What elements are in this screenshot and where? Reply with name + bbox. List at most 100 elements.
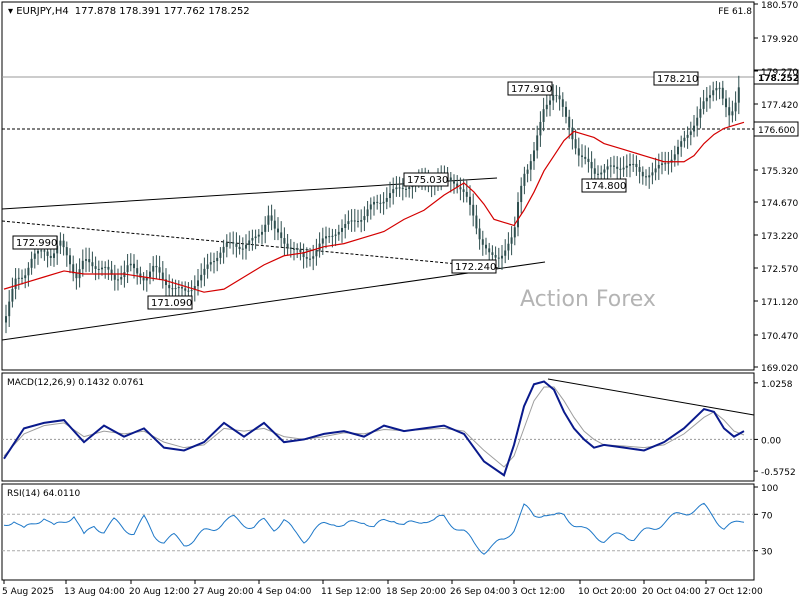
- candle: [565, 101, 567, 124]
- candle-body: [104, 266, 107, 268]
- candle: [721, 80, 724, 106]
- candle-body: [193, 286, 196, 291]
- macd-tick-label: 0.00: [761, 436, 781, 446]
- candle: [395, 176, 398, 197]
- candle: [353, 208, 356, 232]
- candle-body: [321, 238, 324, 244]
- candle: [737, 75, 740, 115]
- candle-body: [488, 248, 491, 253]
- candle-body: [200, 274, 203, 281]
- candle-body: [350, 220, 353, 222]
- time-tick-label: 27 Aug 20:00: [193, 587, 254, 597]
- price-annotation: 172.240: [451, 259, 497, 274]
- candle-body: [558, 95, 561, 100]
- candle-body: [581, 155, 583, 157]
- candle-body: [225, 242, 228, 247]
- candle-body: [40, 250, 43, 252]
- candle: [222, 239, 225, 264]
- candle: [75, 263, 78, 290]
- candle: [267, 205, 270, 232]
- candle-body: [62, 240, 65, 248]
- annotation-box: [147, 295, 193, 310]
- annotation-label: 172.240: [455, 262, 496, 273]
- candle-body: [229, 242, 231, 244]
- candle-body: [312, 256, 315, 259]
- candle: [136, 259, 139, 285]
- candle-body: [149, 271, 151, 278]
- candle-body: [360, 220, 363, 222]
- candle-body: [283, 238, 286, 244]
- candle: [251, 229, 254, 251]
- candle-body: [117, 279, 119, 281]
- candle-body: [401, 187, 404, 189]
- candle-body: [453, 181, 455, 184]
- candle-body: [715, 88, 718, 91]
- candle-body: [155, 265, 158, 268]
- candle-body: [328, 236, 331, 238]
- candle: [459, 177, 462, 201]
- candle-body: [625, 165, 628, 168]
- candle: [702, 89, 705, 115]
- candle: [379, 194, 382, 214]
- candle-body: [520, 185, 523, 203]
- candle-body: [664, 163, 667, 165]
- candle-body: [680, 141, 683, 147]
- candle-body: [661, 163, 663, 165]
- candle: [542, 97, 545, 132]
- candle: [241, 237, 244, 260]
- dropdown-icon[interactable]: ▾: [8, 6, 16, 17]
- candle-body: [81, 260, 84, 270]
- candle: [312, 244, 315, 271]
- candle: [478, 218, 481, 250]
- candle-body: [552, 94, 555, 101]
- candle-body: [606, 166, 609, 170]
- candle-body: [654, 168, 657, 173]
- candle-body: [536, 135, 539, 151]
- candle-body: [517, 202, 519, 228]
- candle-body: [280, 232, 283, 239]
- price-annotation: 178.210: [653, 71, 699, 86]
- candle-body: [545, 104, 548, 110]
- candle-body: [475, 215, 478, 229]
- candle: [17, 268, 20, 290]
- candle: [625, 154, 628, 177]
- candle: [539, 111, 542, 147]
- candle: [693, 114, 695, 138]
- candle-body: [69, 255, 71, 265]
- price-annotations: 172.990 171.090 175.030 172.240 177.910 174.8…: [12, 71, 699, 310]
- candle: [11, 277, 14, 308]
- candle-body: [501, 255, 503, 259]
- candle-body: [693, 125, 695, 132]
- candle-body: [472, 204, 475, 216]
- price-annotation: 171.090: [147, 295, 193, 310]
- candle-body: [85, 259, 87, 261]
- candle: [715, 80, 718, 101]
- candle-body: [296, 248, 299, 250]
- candle: [635, 155, 638, 176]
- candle: [728, 97, 731, 127]
- candle: [27, 262, 30, 287]
- candle-body: [8, 301, 11, 317]
- candle: [360, 209, 363, 233]
- annotation-label: 171.090: [151, 298, 192, 309]
- candle: [321, 227, 324, 255]
- candle-body: [376, 201, 379, 203]
- candle: [280, 221, 283, 248]
- candle-body: [609, 165, 612, 167]
- macd-panel: [1, 372, 755, 482]
- candle: [574, 129, 577, 155]
- price-tick-label: 175.320: [761, 167, 798, 177]
- candle: [171, 278, 174, 298]
- candle-body: [33, 253, 36, 259]
- candle: [91, 251, 94, 274]
- candle-body: [91, 262, 94, 267]
- candle-body: [213, 261, 215, 263]
- level-line-box: [753, 121, 799, 137]
- macd-axis: 1.0258 0.00 -0.5752: [754, 380, 796, 478]
- candle: [85, 247, 87, 273]
- candle: [325, 226, 327, 249]
- candle: [133, 254, 135, 279]
- candle: [69, 248, 71, 274]
- rsi-title: RSI(14) 64.0110: [7, 489, 80, 499]
- candle: [126, 253, 129, 284]
